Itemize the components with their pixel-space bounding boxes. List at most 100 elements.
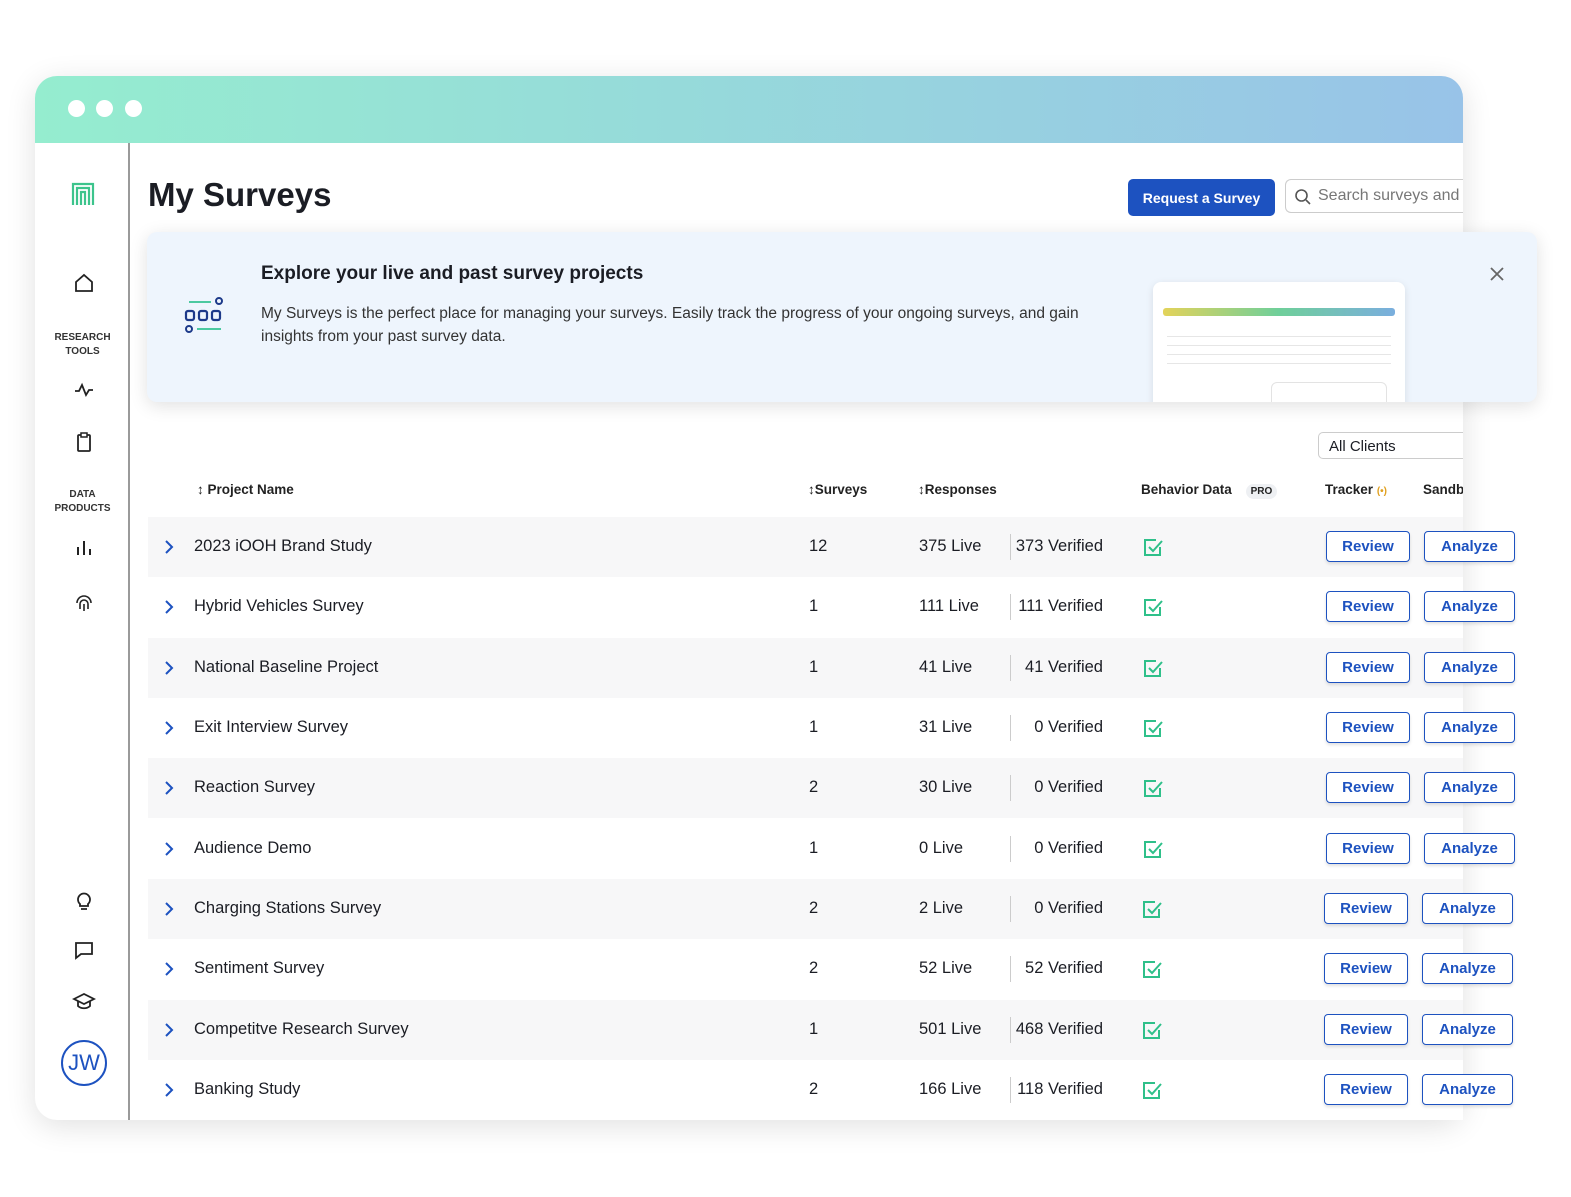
title-bar	[35, 76, 1463, 143]
project-name[interactable]: Exit Interview Survey	[194, 718, 349, 737]
verified-count: 0 Verified	[1034, 838, 1103, 857]
expand-toggle[interactable]	[163, 1022, 175, 1038]
table-row: Reaction Survey 2 30 Live 0 Verified Review A…	[148, 758, 1515, 819]
analyze-button[interactable]: Analyze	[1422, 1074, 1513, 1106]
column-header[interactable]: ↕ Project Name	[197, 482, 294, 497]
chevron	[165, 721, 174, 735]
analyze-button[interactable]: Analyze	[1422, 953, 1513, 985]
survey-count: 2	[809, 899, 819, 918]
fingerprint-icon[interactable]	[73, 593, 95, 615]
survey-count: 1	[809, 597, 819, 616]
clipboard-icon[interactable]	[73, 431, 95, 453]
review-button[interactable]: Review	[1326, 591, 1410, 623]
analyze-button[interactable]: Analyze	[1422, 893, 1513, 925]
live-count: 30 Live	[919, 778, 973, 797]
review-button[interactable]: Review	[1324, 1074, 1408, 1106]
check-mark	[1144, 659, 1163, 677]
project-name[interactable]: 2023 iOOH Brand Study	[194, 537, 372, 555]
request-button[interactable]: Request a Survey	[1128, 179, 1275, 216]
search-icon	[1295, 189, 1311, 205]
activity-icon[interactable]	[73, 379, 95, 401]
check-mark	[1143, 901, 1162, 919]
review-button[interactable]: Review	[1326, 772, 1410, 804]
chevron	[165, 902, 174, 916]
divider	[1010, 896, 1011, 923]
analyze-button[interactable]: Analyze	[1424, 591, 1515, 623]
review-button[interactable]: Review	[1324, 953, 1408, 985]
live-count: 166 Live	[919, 1080, 982, 1099]
review-button[interactable]: Review	[1326, 712, 1410, 744]
chart-icon[interactable]	[73, 537, 95, 559]
column-header[interactable]: ↕Surveys	[808, 482, 868, 497]
close-button[interactable]	[1489, 266, 1505, 282]
behavior-check	[1143, 961, 1162, 979]
search-box[interactable]: Search surveys and	[1285, 179, 1463, 213]
window-dot	[68, 100, 85, 117]
verified-count: 118 Verified	[1017, 1080, 1103, 1099]
divider	[1010, 775, 1011, 802]
nav-group-label: RESEARCH TOOLS	[54, 332, 111, 357]
project-name[interactable]: National Baseline Project	[194, 657, 379, 676]
home-icon[interactable]	[73, 272, 95, 294]
live-count: 0 Live	[919, 838, 964, 857]
project-name[interactable]: Banking Study	[194, 1080, 301, 1099]
analyze-button[interactable]: Analyze	[1424, 531, 1515, 562]
expand-toggle[interactable]	[163, 841, 175, 857]
project-name[interactable]: Charging Stations Survey	[194, 899, 382, 918]
project-name[interactable]: Competitve Research Survey	[194, 1019, 409, 1038]
chevron	[165, 781, 174, 796]
project-name[interactable]: Hybrid Vehicles Survey	[194, 597, 364, 616]
survey-count: 1	[809, 1019, 819, 1038]
review-button[interactable]: Review	[1326, 651, 1410, 683]
expand-toggle[interactable]	[163, 720, 175, 736]
logo	[71, 182, 95, 205]
project-name[interactable]: Reaction Survey	[194, 778, 316, 797]
analyze-button[interactable]: Analyze	[1424, 651, 1515, 683]
chevron	[165, 660, 174, 675]
review-button[interactable]: Review	[1326, 832, 1410, 864]
illustration-card	[1271, 382, 1387, 402]
idea-icon[interactable]	[73, 888, 95, 912]
behavior-check	[1144, 599, 1163, 617]
divider	[1010, 594, 1011, 621]
expand-toggle[interactable]	[163, 660, 175, 676]
banner-illustration	[1153, 282, 1405, 402]
chat-icon[interactable]	[73, 939, 95, 961]
survey-count: 2	[809, 1080, 819, 1099]
expand-toggle[interactable]	[163, 901, 175, 917]
expand-toggle[interactable]	[163, 961, 175, 977]
behavior-check	[1144, 840, 1163, 858]
column-header: Tracker (•)	[1325, 482, 1387, 497]
chevron	[165, 962, 174, 977]
project-name[interactable]: Audience Demo	[194, 838, 312, 857]
behavior-check	[1143, 1021, 1162, 1039]
learn-icon[interactable]	[72, 991, 96, 1013]
table-row: Exit Interview Survey 1 31 Live 0 Verified R…	[148, 698, 1515, 759]
behavior-check	[1143, 901, 1162, 919]
expand-toggle[interactable]	[163, 1082, 175, 1098]
survey-count: 2	[809, 778, 819, 797]
client-filter[interactable]: All Clients	[1318, 432, 1463, 459]
column-header[interactable]: ↕Responses	[918, 482, 997, 497]
survey-count: 12	[809, 537, 828, 555]
analyze-button[interactable]: Analyze	[1424, 832, 1515, 864]
expand-toggle[interactable]	[163, 599, 175, 615]
analyze-button[interactable]: Analyze	[1424, 712, 1515, 744]
sidebar: RESEARCH TOOLS DATA PRODUCTS JW	[35, 143, 130, 1120]
analyze-button[interactable]: Analyze	[1424, 772, 1515, 804]
expand-toggle[interactable]	[163, 780, 175, 796]
chevron	[165, 1083, 174, 1097]
expand-toggle[interactable]	[163, 539, 175, 555]
review-button[interactable]: Review	[1324, 893, 1408, 925]
check-mark	[1144, 720, 1163, 738]
illustration-rows	[1167, 328, 1391, 364]
analyze-button[interactable]: Analyze	[1422, 1013, 1513, 1045]
avatar[interactable]: JW	[61, 1040, 107, 1086]
banner-text: My Surveys is the perfect place for mana…	[261, 305, 1079, 345]
project-name[interactable]: Sentiment Survey	[194, 959, 325, 978]
review-button[interactable]: Review	[1324, 1013, 1408, 1045]
review-button[interactable]: Review	[1326, 531, 1410, 562]
nav-group-label: DATA PRODUCTS	[54, 489, 111, 514]
check-mark	[1144, 539, 1163, 556]
